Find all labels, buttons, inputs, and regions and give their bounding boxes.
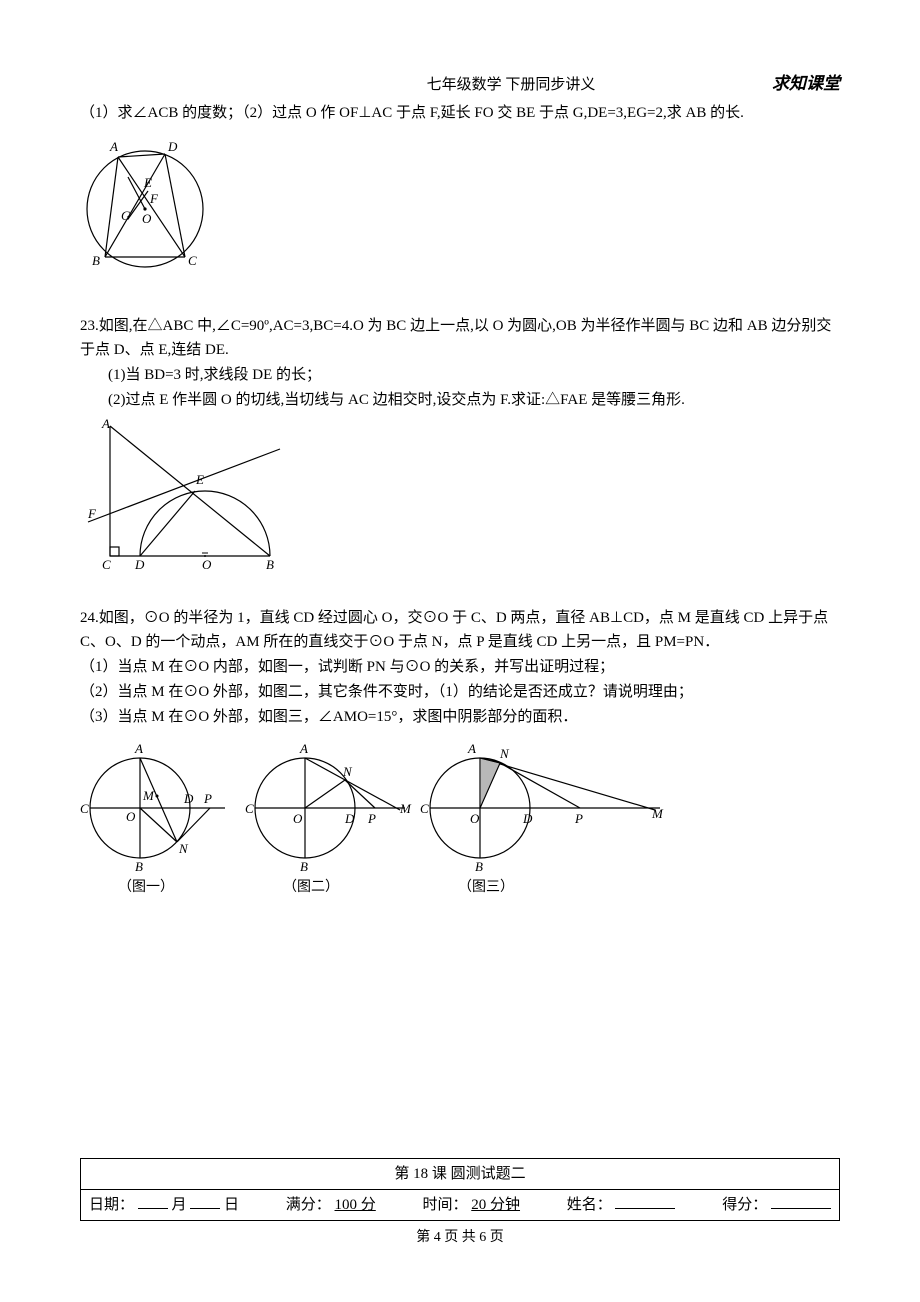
svg-text:D: D <box>344 811 355 826</box>
svg-text:O: O <box>142 211 152 226</box>
score-label: 得分： <box>722 1197 767 1213</box>
svg-text:D: D <box>522 811 533 826</box>
fig2-label: （图二） <box>283 879 339 895</box>
svg-text:O: O <box>470 811 480 826</box>
fig3-label: （图三） <box>458 879 514 895</box>
svg-text:B: B <box>300 859 308 874</box>
fig1-label: （图一） <box>118 879 174 895</box>
svg-text:E: E <box>195 472 204 487</box>
svg-text:C: C <box>102 557 111 572</box>
svg-text:B: B <box>266 557 274 572</box>
score-blank[interactable] <box>771 1194 831 1209</box>
full-value: 100 分 <box>335 1197 376 1213</box>
p24-part3: （3）当点 M 在⊙O 外部，如图三，∠AMO=15°，求图中阴影部分的面积． <box>80 705 840 729</box>
svg-text:M: M <box>142 788 155 803</box>
date-label: 日期： <box>89 1197 134 1213</box>
p24-intro: 24.如图，⊙O 的半径为 1，直线 CD 经过圆心 O，交⊙O 于 C、D 两… <box>80 606 840 654</box>
svg-text:A: A <box>467 741 476 756</box>
svg-text:P: P <box>203 791 212 806</box>
figure-24: AB CD OM NP （图一） AB CD OM NP <box>80 733 840 898</box>
svg-text:G: G <box>121 208 131 223</box>
svg-text:N: N <box>342 764 353 779</box>
svg-text:F: F <box>87 506 97 521</box>
svg-text:A: A <box>101 416 110 431</box>
p24-part1: （1）当点 M 在⊙O 内部，如图一，试判断 PN 与⊙O 的关系，并写出证明过… <box>80 655 840 679</box>
problem-24: 24.如图，⊙O 的半径为 1，直线 CD 经过圆心 O，交⊙O 于 C、D 两… <box>80 606 840 898</box>
svg-text:C: C <box>245 801 254 816</box>
svg-text:A: A <box>299 741 308 756</box>
problem-23: 23.如图,在△ABC 中,∠C=90º,AC=3,BC=4.O 为 BC 边上… <box>80 314 840 576</box>
problem-22-tail: （1）求∠ACB 的度数；（2）过点 O 作 OF⊥AC 于点 F,延长 FO … <box>80 101 840 284</box>
svg-text:C: C <box>420 801 429 816</box>
page-footer: 第 4 页 共 6 页 <box>80 1227 840 1249</box>
full-label: 满分： <box>286 1197 331 1213</box>
svg-text:P: P <box>574 811 583 826</box>
svg-text:C: C <box>80 801 89 816</box>
day-label: 日 <box>224 1197 239 1213</box>
svg-text:C: C <box>188 253 197 268</box>
svg-text:D: D <box>134 557 145 572</box>
lesson-info-table: 第 18 课 圆测试题二 日期： 月 日 满分： 100 分 时间： 20 分钟 <box>80 1158 840 1221</box>
name-label: 姓名： <box>567 1197 612 1213</box>
figure-23: A C B D O E F <box>80 416 840 576</box>
page-center-title: 七年级数学 下册同步讲义 <box>80 73 772 97</box>
month-blank[interactable] <box>138 1194 168 1209</box>
p23-part2: (2)过点 E 作半圆 O 的切线,当切线与 AC 边相交时,设交点为 F.求证… <box>80 388 840 412</box>
name-blank[interactable] <box>615 1194 675 1209</box>
day-blank[interactable] <box>190 1194 220 1209</box>
svg-text:M: M <box>651 806 664 821</box>
p24-part2: （2）当点 M 在⊙O 外部，如图二，其它条件不变时，（1）的结论是否还成立？请… <box>80 680 840 704</box>
table-title: 第 18 课 圆测试题二 <box>81 1159 840 1190</box>
svg-text:M: M <box>399 801 412 816</box>
svg-text:E: E <box>143 175 152 190</box>
svg-text:O: O <box>293 811 303 826</box>
p23-intro: 23.如图,在△ABC 中,∠C=90º,AC=3,BC=4.O 为 BC 边上… <box>80 314 840 362</box>
svg-text:D: D <box>167 139 178 154</box>
svg-text:P: P <box>367 811 376 826</box>
svg-text:N: N <box>499 746 510 761</box>
svg-text:B: B <box>475 859 483 874</box>
svg-text:D: D <box>183 791 194 806</box>
svg-text:A: A <box>109 139 118 154</box>
time-label: 时间： <box>422 1197 467 1213</box>
brand-title: 求知课堂 <box>772 70 840 97</box>
svg-text:F: F <box>149 191 159 206</box>
figure-22: A D B C E F G O <box>80 129 840 284</box>
svg-text:A: A <box>134 741 143 756</box>
svg-text:B: B <box>92 253 100 268</box>
table-info-row: 日期： 月 日 满分： 100 分 时间： 20 分钟 姓名： <box>81 1190 840 1221</box>
month-label: 月 <box>172 1197 187 1213</box>
svg-text:N: N <box>178 841 189 856</box>
p23-part1: (1)当 BD=3 时,求线段 DE 的长； <box>80 363 840 387</box>
svg-text:B: B <box>135 859 143 874</box>
svg-text:O: O <box>202 557 212 572</box>
time-value: 20 分钟 <box>471 1197 520 1213</box>
p22-text: （1）求∠ACB 的度数；（2）过点 O 作 OF⊥AC 于点 F,延长 FO … <box>80 101 840 125</box>
svg-text:O: O <box>126 809 136 824</box>
